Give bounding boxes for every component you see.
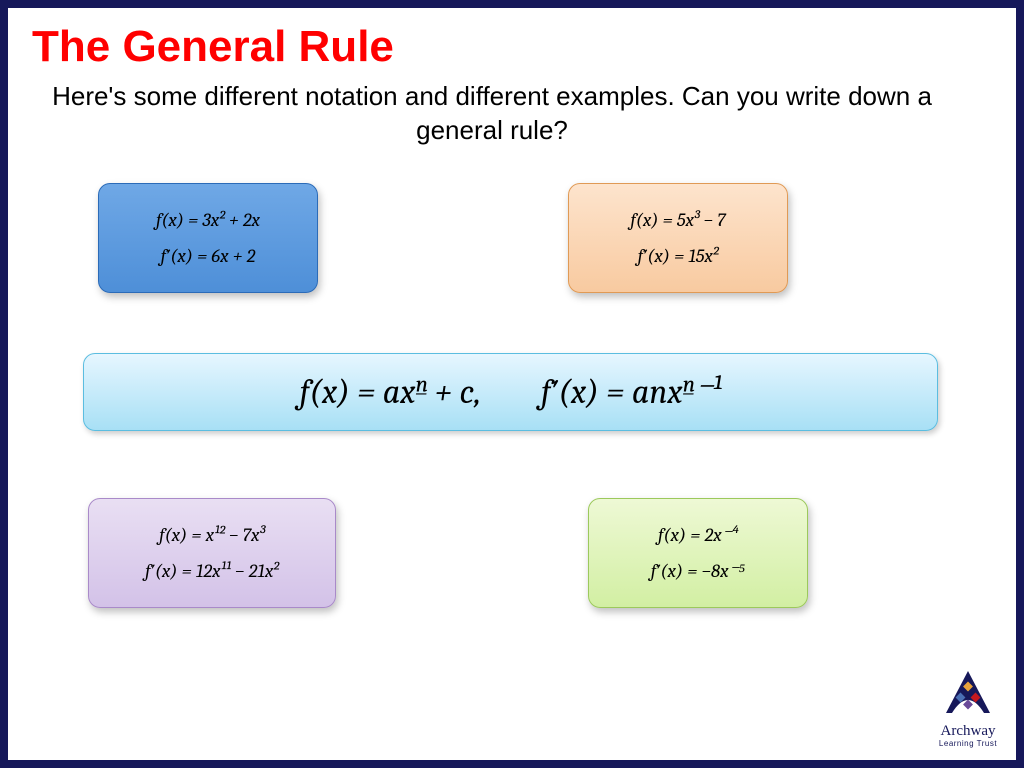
purple-function: f(x) = x¹² − 7x³ — [107, 524, 317, 546]
orange-function: f(x) = 5x³ − 7 — [587, 209, 769, 231]
example-card-purple: f(x) = x¹² − 7x³ f′(x) = 12x¹¹ − 21x² — [88, 498, 336, 608]
blue-derivative: f′(x) = 6x + 2 — [117, 245, 299, 267]
logo-brand-text: Archway — [938, 724, 998, 739]
example-card-green: f(x) = 2x⁻⁴ f′(x) = −8x⁻⁵ — [588, 498, 808, 608]
example-card-blue: f(x) = 3x² + 2x f′(x) = 6x + 2 — [98, 183, 318, 293]
page-title: The General Rule — [8, 8, 1016, 72]
page-subtitle: Here's some different notation and diffe… — [8, 72, 1016, 148]
green-derivative: f′(x) = −8x⁻⁵ — [607, 560, 789, 583]
blue-function: f(x) = 3x² + 2x — [117, 209, 299, 231]
general-rule-text: f(x) = axⁿ + c, f′(x) = anxⁿ⁻¹ — [300, 372, 722, 412]
logo-sub-text: Learning Trust — [938, 739, 998, 748]
general-rule-card: f(x) = axⁿ + c, f′(x) = anxⁿ⁻¹ — [83, 353, 938, 431]
example-card-orange: f(x) = 5x³ − 7 f′(x) = 15x² — [568, 183, 788, 293]
purple-derivative: f′(x) = 12x¹¹ − 21x² — [107, 560, 317, 582]
archway-logo: Archway Learning Trust — [938, 669, 998, 748]
orange-derivative: f′(x) = 15x² — [587, 245, 769, 267]
green-function: f(x) = 2x⁻⁴ — [607, 524, 789, 546]
archway-logo-icon — [938, 669, 998, 719]
